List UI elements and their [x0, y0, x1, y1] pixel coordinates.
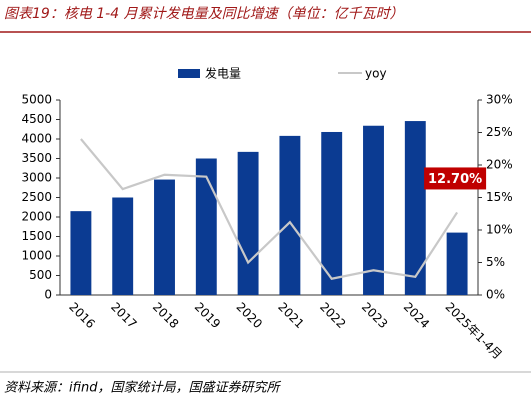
y-tick-label: 1000 — [21, 249, 52, 263]
bar — [112, 197, 134, 295]
legend-swatch — [178, 69, 200, 78]
y2-tick-label: 0% — [486, 288, 505, 302]
y-tick-label: 4000 — [21, 132, 52, 146]
chart-title: 图表19：核电 1-4 月累计发电量及同比增速（单位：亿千瓦时） — [4, 6, 404, 22]
y2-tick-label: 10% — [486, 223, 513, 237]
x-tick-label: 2019 — [192, 300, 223, 331]
bar — [404, 121, 426, 295]
y2-tick-label: 25% — [486, 125, 513, 139]
y-tick-label: 500 — [29, 268, 52, 282]
y-tick-label: 0 — [44, 288, 52, 302]
x-tick-label: 2017 — [108, 300, 139, 331]
bar — [237, 151, 259, 295]
bar — [321, 131, 343, 295]
y2-tick-label: 30% — [486, 93, 513, 107]
x-tick-label: 2024 — [401, 300, 432, 331]
bar — [195, 158, 217, 295]
x-tick-label: 2022 — [317, 300, 348, 331]
y2-tick-label: 15% — [486, 190, 513, 204]
y-tick-label: 2000 — [21, 210, 52, 224]
data-label: 12.70% — [428, 172, 482, 187]
legend-label: 发电量 — [205, 66, 241, 81]
x-tick-label: 2021 — [275, 300, 306, 331]
line — [80, 138, 459, 280]
source: 资料来源：ifind，国家统计局，国盛证券研究所 — [4, 380, 282, 396]
y-tick-label: 4500 — [21, 112, 52, 126]
x-tick-label: 2020 — [234, 300, 265, 331]
bar — [363, 125, 384, 296]
x-tick-label: 2018 — [150, 300, 181, 331]
x-tick-label: 2025年1-4月 — [443, 300, 505, 362]
bar — [279, 135, 301, 295]
bar — [446, 232, 468, 295]
legend-label: yoy — [365, 67, 387, 81]
y2-tick-label: 5% — [486, 255, 505, 269]
bar — [154, 179, 175, 295]
y-tick-label: 3500 — [21, 151, 52, 165]
bar — [70, 211, 92, 295]
y2-tick-label: 20% — [486, 158, 513, 172]
x-tick-label: 2023 — [359, 300, 390, 331]
y-tick-label: 3000 — [21, 171, 52, 185]
y-tick-label: 5000 — [21, 93, 52, 107]
y-tick-label: 2500 — [21, 190, 52, 204]
x-tick-label: 2016 — [66, 300, 97, 331]
y-tick-label: 1500 — [21, 229, 52, 243]
data-label-box — [424, 167, 487, 190]
